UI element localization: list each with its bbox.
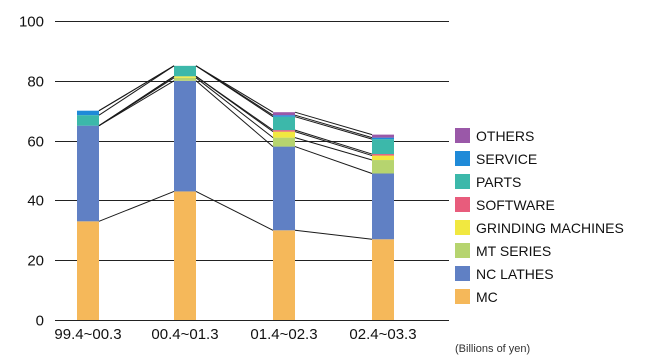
bar-segment-grinding-machines-02-4-03-3: [372, 155, 394, 161]
connector-line-mc-2: [294, 229, 373, 240]
legend-label-parts: PARTS: [476, 174, 521, 190]
y-tick-label-60: 60: [27, 134, 44, 151]
bar-segment-software-01-4-02-3: [273, 130, 295, 132]
bars: [77, 65, 394, 320]
legend-label-mc: MC: [476, 289, 498, 305]
bar-segment-parts-99-4-00-3: [77, 115, 99, 126]
bar-segment-grinding-machines-01-4-02-3: [273, 131, 295, 138]
connector-line-software-1: [195, 75, 274, 131]
y-tick-label-20: 20: [27, 253, 44, 270]
connector-line-parts-0: [98, 65, 175, 116]
x-tick-label-00-4-01-3: 00.4~01.3: [151, 326, 218, 343]
legend-swatch-mc: [455, 289, 470, 304]
bar-segment-parts-00-4-01-3: [174, 65, 196, 77]
connector-line-software-0: [98, 75, 175, 127]
connector-line-mc-0: [98, 190, 175, 222]
connector-line-service-2: [294, 114, 373, 139]
bar-segment-mt-series-02-4-03-3: [372, 160, 394, 174]
bar-segment-mc-01-4-02-3: [273, 230, 295, 320]
y-tick-label-40: 40: [27, 193, 44, 210]
bar-segment-software-02-4-03-3: [372, 154, 394, 156]
connector-line-grinding-machines-2: [294, 131, 373, 157]
connector-line-parts-2: [294, 116, 373, 140]
legend-swatch-grinding-machines: [455, 220, 470, 235]
connector-line-mc-1: [195, 190, 274, 231]
bar-segment-service-02-4-03-3: [372, 137, 394, 140]
x-tick-label-01-4-02-3: 01.4~02.3: [250, 326, 317, 343]
legend-label-mt-series: MT SERIES: [476, 243, 551, 259]
legend-swatch-parts: [455, 174, 470, 189]
legend-label-grinding-machines: GRINDING MACHINES: [476, 220, 624, 236]
bar-segment-others-01-4-02-3: [273, 112, 295, 116]
bar-segment-parts-02-4-03-3: [372, 139, 394, 155]
connector-line-nc-lathes-1: [195, 80, 274, 147]
bar-segment-nc-lathes-01-4-02-3: [273, 146, 295, 231]
bar-segment-grinding-machines-00-4-01-3: [174, 76, 196, 78]
legend-label-nc-lathes: NC LATHES: [476, 266, 554, 282]
x-tick-label-02-4-03-3: 02.4~03.3: [349, 326, 416, 343]
legend: OTHERS SERVICE PARTS SOFTWARE GRINDING MACHI…: [455, 128, 624, 305]
y-tick-label-100: 100: [19, 14, 44, 31]
y-tick-label-80: 80: [27, 74, 44, 91]
legend-swatch-service: [455, 151, 470, 166]
bar-segment-service-99-4-00-3: [77, 110, 99, 116]
legend-swatch-mt-series: [455, 243, 470, 258]
bar-segment-nc-lathes-02-4-03-3: [372, 173, 394, 240]
bar-segment-others-02-4-03-3: [372, 134, 394, 138]
connector-line-others-1: [195, 65, 274, 113]
connector-line-others-2: [294, 111, 373, 136]
x-tick-label-99-4-00-3: 99.4~00.3: [54, 326, 121, 343]
connector-line-others-0: [98, 65, 175, 112]
connector-line-mt-series-1: [195, 77, 274, 139]
legend-swatch-others: [455, 128, 470, 143]
legend-label-service: SERVICE: [476, 151, 537, 167]
y-tick-label-0: 0: [36, 313, 44, 330]
bar-segment-mt-series-00-4-01-3: [174, 77, 196, 81]
legend-label-others: OTHERS: [476, 128, 534, 144]
bar-segment-nc-lathes-99-4-00-3: [77, 125, 99, 222]
bar-segment-nc-lathes-00-4-01-3: [174, 80, 196, 192]
unit-note: (Billions of yen): [455, 343, 531, 355]
connector-line-mt-series-2: [294, 137, 373, 161]
bar-segment-parts-01-4-02-3: [273, 116, 295, 131]
connector-lines: [98, 65, 373, 240]
connector-line-software-2: [294, 129, 373, 155]
legend-swatch-software: [455, 197, 470, 212]
legend-swatch-nc-lathes: [455, 266, 470, 281]
legend-label-software: SOFTWARE: [476, 197, 555, 213]
bar-segment-service-01-4-02-3: [273, 115, 295, 117]
connector-line-nc-lathes-2: [294, 146, 373, 174]
bar-segment-mc-02-4-03-3: [372, 239, 394, 320]
bar-segment-mc-99-4-00-3: [77, 221, 99, 320]
bar-segment-mt-series-01-4-02-3: [273, 137, 295, 147]
bar-segment-mc-00-4-01-3: [174, 191, 196, 320]
x-axis-category-labels: 99.4~00.3 00.4~01.3 01.4~02.3 02.4~03.3: [54, 326, 416, 343]
gridlines: [55, 21, 449, 321]
y-axis-tick-labels: 0 20 40 60 80 100: [19, 14, 44, 330]
